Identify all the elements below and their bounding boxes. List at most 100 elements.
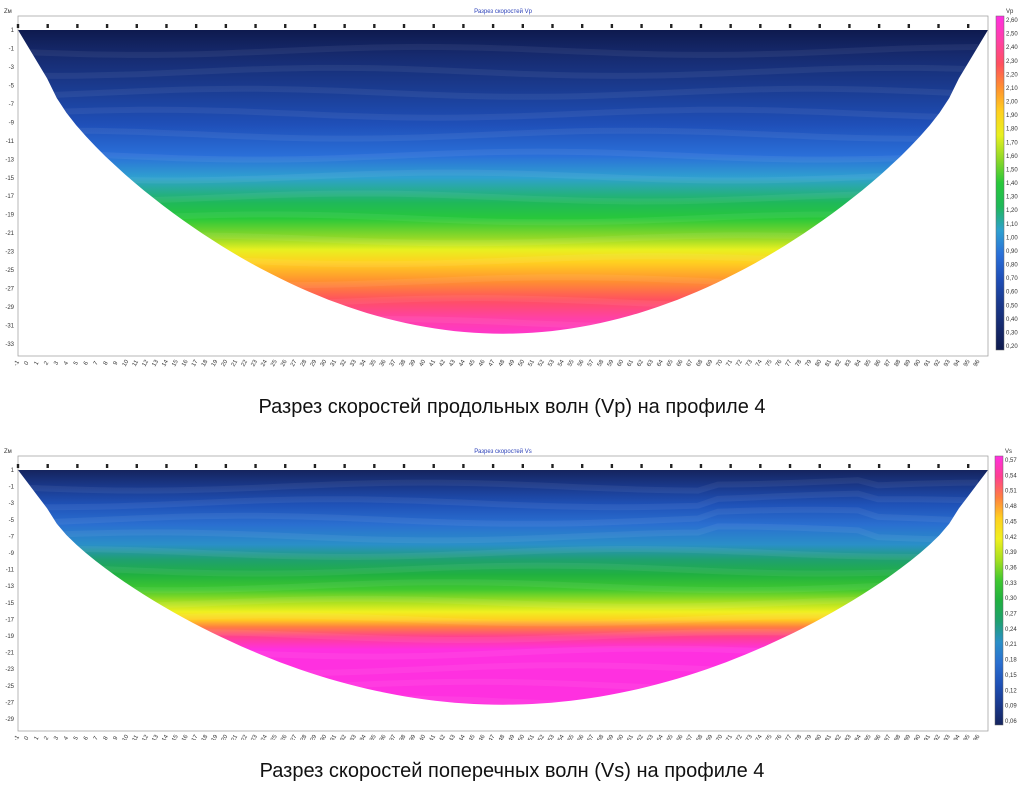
vp-x-tick-label: 37 <box>389 359 398 368</box>
vs-x-tick-label: 15 <box>171 734 180 740</box>
vp-colorbar-tick: 1,30 <box>1006 195 1018 201</box>
vp-isoline <box>18 148 979 163</box>
vs-sensor-marker <box>432 464 435 468</box>
vs-x-tick-label: 13 <box>151 734 160 740</box>
vp-colorbar-tick: 1,10 <box>1006 222 1018 228</box>
vp-sensor-marker <box>16 24 20 28</box>
vs-y-tick-label: -5 <box>9 518 15 524</box>
vs-colorbar-tick: 0,39 <box>1005 550 1017 556</box>
vs-colorbar-tick: 0,45 <box>1005 519 1017 525</box>
vs-x-tick-label: 58 <box>597 734 606 740</box>
vp-x-tick-label: 3 <box>53 360 60 366</box>
vp-y-tick-label: -23 <box>5 250 14 256</box>
vp-x-tick-label: 84 <box>854 359 863 368</box>
vs-x-tick-label: 19 <box>211 734 220 740</box>
vs-x-tick-label: 5 <box>73 735 80 740</box>
vs-y-tick-label: -3 <box>9 501 15 507</box>
vp-sensor-marker <box>254 24 257 28</box>
vp-x-tick-label: 49 <box>508 359 517 368</box>
vs-x-tick-label: 18 <box>201 734 210 740</box>
vs-x-tick-label: 95 <box>963 734 972 740</box>
vp-x-tick-label: 67 <box>686 359 695 368</box>
vs-isoline <box>18 546 979 561</box>
vp-x-tick-label: 19 <box>211 359 220 368</box>
vp-x-tick-label: 2 <box>43 360 50 366</box>
vp-x-tick-label: 14 <box>161 359 170 368</box>
vp-sensor-marker <box>224 24 228 28</box>
vp-x-tick-label: 91 <box>923 359 932 368</box>
vs-y-tick-label: -21 <box>5 651 14 657</box>
vp-sensor-marker <box>907 24 911 28</box>
vp-sensor-marker <box>135 24 138 28</box>
vp-x-tick-label: 71 <box>726 359 735 368</box>
vs-x-tick-label: 55 <box>567 734 576 740</box>
vp-x-tick-label: 58 <box>597 359 606 368</box>
vp-sensor-marker <box>491 24 495 28</box>
vs-x-tick-label: 40 <box>419 734 428 740</box>
vp-x-tick-label: 23 <box>250 359 259 368</box>
vp-x-tick-label: 39 <box>409 359 418 368</box>
vs-isoline <box>18 562 979 577</box>
vs-sensor-marker <box>313 464 317 468</box>
vs-x-tick-label: 91 <box>923 734 932 740</box>
vp-isoline <box>18 169 979 184</box>
vs-x-tick-label: 36 <box>379 734 388 740</box>
vp-x-tick-label: 53 <box>547 359 556 368</box>
vs-colorbar-tick: 0,21 <box>1005 642 1017 648</box>
vp-y-unit-label: Zм <box>4 9 12 15</box>
vp-x-tick-label: 65 <box>666 359 675 368</box>
vs-x-tick-label: 76 <box>775 734 784 740</box>
vs-x-tick-label: 30 <box>320 734 329 740</box>
vs-x-tick-label: 28 <box>300 734 309 740</box>
vp-y-tick-label: -27 <box>5 287 14 293</box>
vp-sensor-marker <box>402 24 406 28</box>
vs-x-tick-label: -1 <box>13 734 21 740</box>
vs-x-tick-label: 2 <box>43 735 50 740</box>
vp-sensor-marker <box>313 24 317 28</box>
vp-x-tick-label: 38 <box>399 359 408 368</box>
vs-sensor-marker <box>818 464 821 468</box>
vp-x-tick-label: 61 <box>627 359 636 368</box>
vs-x-tick-label: 71 <box>726 734 735 740</box>
vp-velocity-field <box>18 30 988 334</box>
vp-x-tick-label: 75 <box>765 359 774 368</box>
vp-y-tick-label: -19 <box>5 213 14 219</box>
vp-y-tick-label: -11 <box>6 139 15 145</box>
vs-x-tick-label: 88 <box>894 734 903 740</box>
vs-sensor-marker <box>670 464 673 468</box>
vs-colorbar-tick: 0,54 <box>1005 473 1017 479</box>
vp-colorbar-tick: 2,00 <box>1006 100 1018 106</box>
vs-x-tick-label: 54 <box>557 734 566 740</box>
vp-x-tick-label: 44 <box>458 359 467 368</box>
vp-colorbar-tick: 0,90 <box>1006 249 1018 255</box>
vs-colorbar-tick: 0,48 <box>1005 504 1017 510</box>
vs-x-tick-label: 49 <box>508 734 517 740</box>
vp-x-tick-label: 55 <box>567 359 576 368</box>
vs-y-tick-label: -29 <box>5 717 14 723</box>
vs-x-tick-label: 89 <box>904 734 913 740</box>
vp-legend-unit: Vp <box>1006 9 1014 15</box>
vp-colorbar-tick: 0,40 <box>1006 317 1018 323</box>
vp-colorbar-tick: 0,80 <box>1006 263 1018 269</box>
vs-x-tick-label: 61 <box>627 734 636 740</box>
vs-isoline <box>18 695 979 705</box>
vp-x-tick-label: 48 <box>498 359 507 368</box>
vp-x-tick-label: 27 <box>290 359 299 368</box>
vs-x-tick-label: 24 <box>260 734 269 740</box>
vp-x-tick-label: 18 <box>201 359 210 368</box>
vp-y-tick-label: -5 <box>9 83 15 89</box>
vp-colorbar <box>995 15 1005 351</box>
vp-colorbar-tick: 1,90 <box>1006 113 1018 119</box>
vs-x-tick-label: 46 <box>478 734 487 740</box>
vs-colorbar-tick: 0,51 <box>1005 489 1017 495</box>
vp-x-tick-label: 85 <box>864 359 873 368</box>
vs-x-tick-label: 25 <box>270 734 279 740</box>
vp-x-tick-label: -1 <box>13 359 21 367</box>
vs-x-tick-label: 94 <box>953 734 962 740</box>
vp-x-tick-label: 51 <box>528 359 537 368</box>
vs-x-tick-label: 84 <box>854 734 863 740</box>
vp-x-tick-label: 45 <box>468 359 477 368</box>
vp-sensor-marker <box>818 24 821 28</box>
vs-colorbar-tick: 0,24 <box>1005 627 1017 633</box>
vs-colorbar-tick: 0,06 <box>1005 719 1017 725</box>
